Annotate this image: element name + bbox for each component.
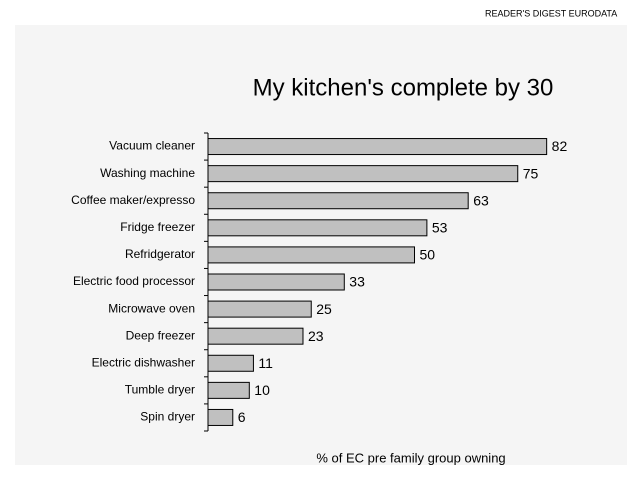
bar — [207, 219, 428, 237]
y-tick-label: Spin dryer — [140, 410, 195, 424]
source: READER'S DIGEST EURODATA — [485, 8, 617, 18]
value-label: 75 — [523, 165, 539, 181]
y-tick-label: Electric dishwasher — [92, 355, 195, 369]
bar — [207, 327, 304, 345]
bar — [207, 192, 469, 210]
y-tick-label: Microwave oven — [108, 301, 195, 315]
y-tick-label: Fridge freezer — [120, 220, 195, 234]
bar — [207, 165, 519, 183]
chart-title: My kitchen's complete by 30 — [253, 74, 554, 101]
y-tick-label: Refridgerator — [125, 247, 195, 261]
value-label: 33 — [349, 274, 365, 290]
value-label: 82 — [552, 138, 568, 154]
bar — [207, 408, 234, 426]
y-tick-label: Coffee maker/expresso — [71, 193, 195, 207]
value-label: 11 — [258, 355, 273, 371]
bar — [207, 381, 250, 399]
bar — [207, 246, 415, 264]
y-tick-label: Electric food processor — [73, 274, 195, 288]
value-label: 63 — [473, 192, 489, 208]
value-label: 25 — [316, 301, 332, 317]
value-label: 53 — [432, 220, 448, 236]
value-label: 50 — [420, 247, 436, 263]
x-axis-label: % of EC pre family group owning — [316, 450, 505, 465]
chart-panel — [15, 25, 627, 465]
value-label: 6 — [238, 409, 246, 425]
y-tick-label: Washing machine — [100, 166, 195, 180]
value-label: 10 — [254, 382, 270, 398]
bar — [207, 138, 548, 156]
bar — [207, 273, 345, 291]
y-tick-label: Deep freezer — [126, 328, 195, 342]
bar — [207, 300, 312, 318]
bar — [207, 354, 254, 372]
y-tick-label: Vacuum cleaner — [109, 139, 195, 153]
y-tick-label: Tumble dryer — [125, 383, 195, 397]
value-label: 23 — [308, 328, 324, 344]
